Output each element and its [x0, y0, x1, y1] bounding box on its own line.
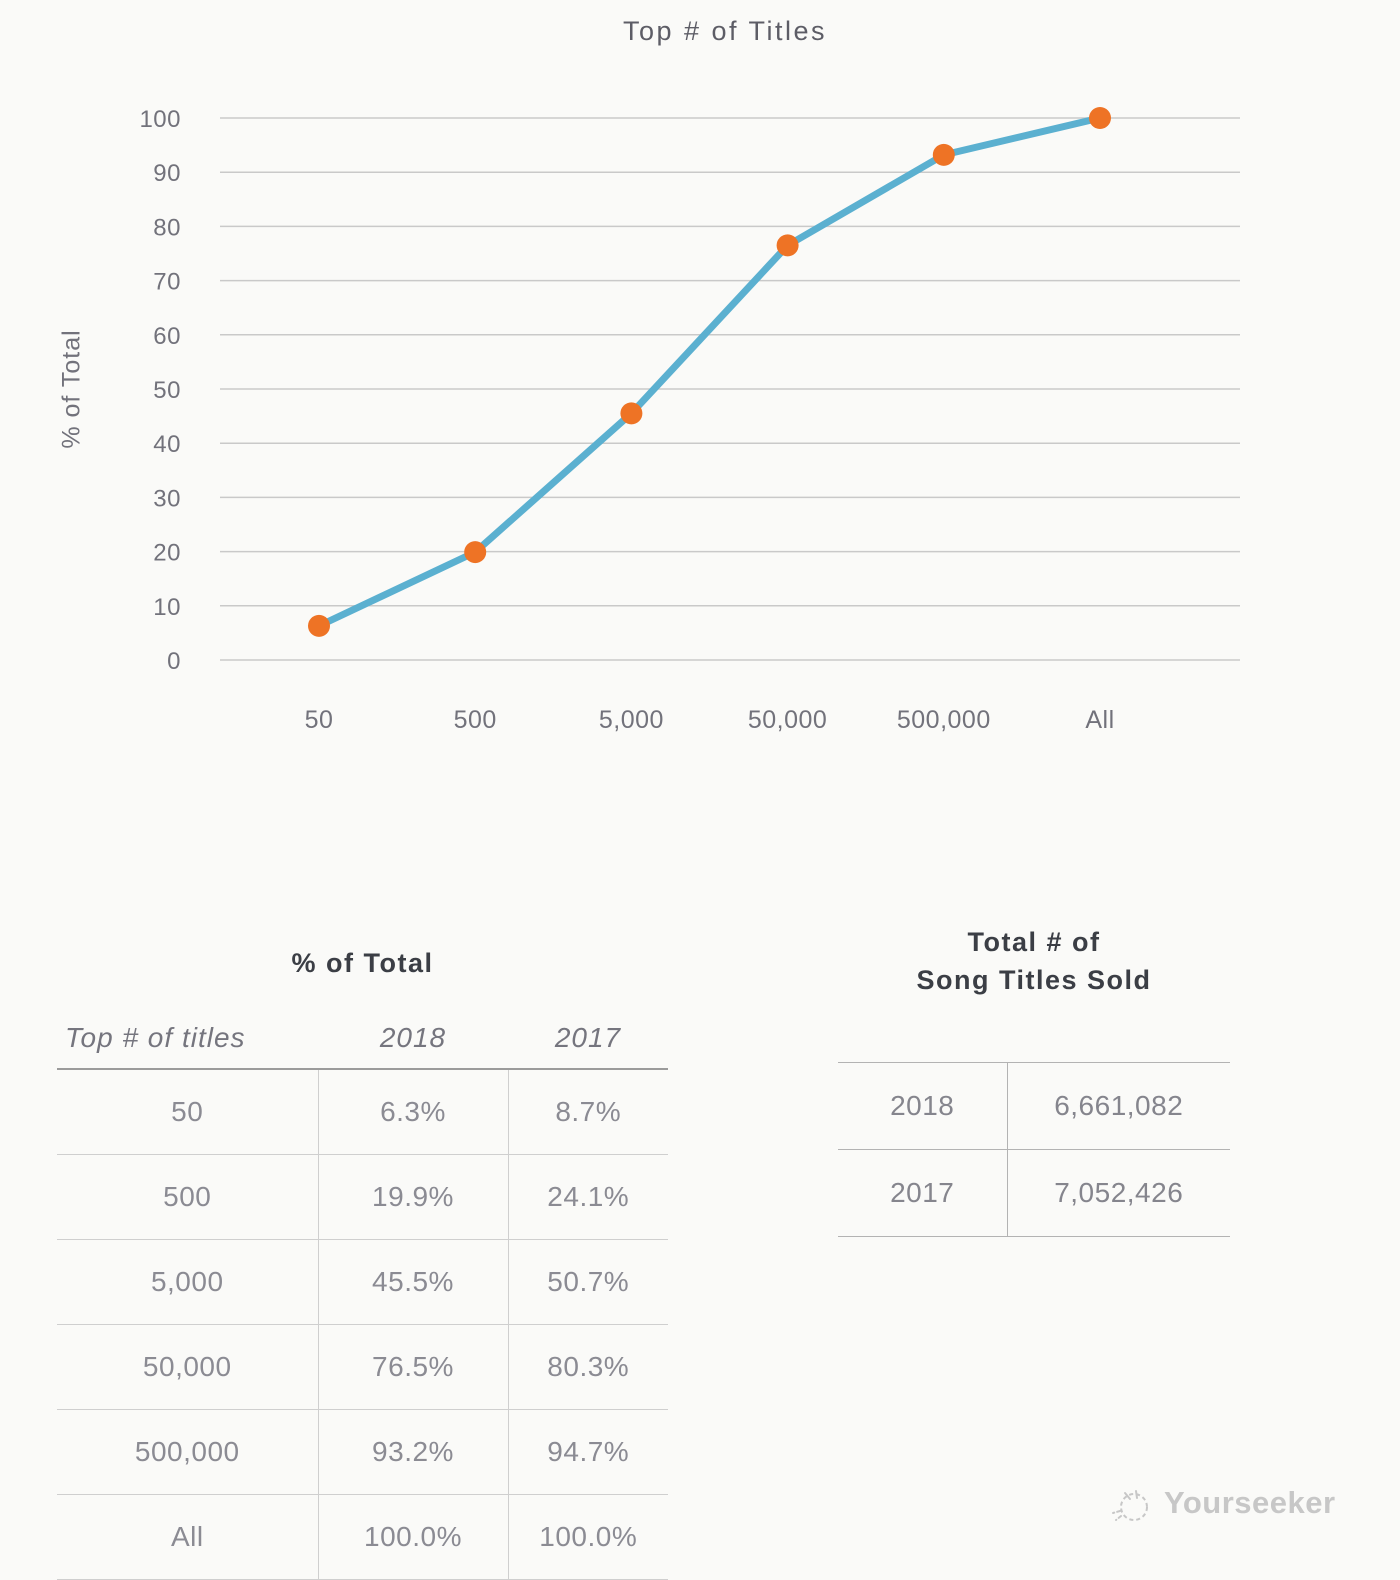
pct-table-row: 500 19.9% 24.1%: [57, 1154, 668, 1240]
x-tick-label: 50: [305, 706, 334, 734]
y-tick-label: 100: [139, 106, 181, 133]
pct-table-row: 5,000 45.5% 50.7%: [57, 1239, 668, 1325]
y-tick-label: 40: [153, 431, 181, 458]
chart-title: Top # of Titles: [622, 16, 828, 46]
pct-table-cell: 50: [57, 1069, 318, 1155]
sold-table-row: 2018 6,661,082: [838, 1062, 1230, 1150]
pct-table-cell: 500,000: [57, 1409, 318, 1495]
data-point: [1089, 107, 1111, 129]
y-tick-label: 50: [153, 377, 181, 404]
yourseeker-logo-icon: [1112, 1490, 1148, 1521]
pct-table-header-row: Top # of titles 2018 2017: [57, 1008, 668, 1070]
data-point: [776, 234, 799, 257]
x-tick-label: All: [1085, 706, 1114, 734]
pct-table-cell: 19.9%: [317, 1154, 508, 1240]
y-tick-label: 90: [153, 160, 181, 187]
pct-table-cell: 6.3%: [317, 1069, 508, 1155]
x-tick-label: 500: [454, 706, 497, 734]
pct-table-cell: 500: [57, 1154, 318, 1240]
sold-table-cell: 7,052,426: [1006, 1149, 1230, 1237]
y-tick-label: 70: [153, 269, 181, 296]
y-tick-label: 60: [153, 323, 181, 350]
pct-table-cell: 45.5%: [317, 1239, 508, 1325]
pct-table-cell: 76.5%: [317, 1324, 508, 1410]
pct-table-cell: 50.7%: [507, 1239, 668, 1325]
pct-of-total-title: % of Total: [291, 948, 434, 978]
y-tick-label: 0: [167, 648, 181, 675]
x-tick-label: 500,000: [897, 706, 991, 734]
pct-table-row: 500,000 93.2% 94.7%: [57, 1409, 668, 1495]
titles-sold-title: Total # of Song Titles Sold: [916, 927, 1152, 995]
data-point: [464, 541, 487, 564]
pct-table-cell: All: [57, 1494, 318, 1580]
y-tick-label: 30: [153, 485, 181, 512]
pct-table-cell: 24.1%: [507, 1154, 668, 1240]
x-tick-label: 50,000: [748, 706, 827, 734]
pct-table-cell: 8.7%: [507, 1069, 668, 1155]
series-line: [315, 114, 1104, 630]
data-point: [932, 143, 955, 166]
pct-table-cell: 80.3%: [507, 1324, 668, 1410]
pct-table-cell: 100.0%: [507, 1494, 668, 1580]
line-chart-canvas: 0 10 20 30 40 50 60 70 80 90 100 50 500 5,000 50,000 50…: [139, 106, 1240, 734]
data-point: [308, 614, 330, 637]
col-header-2017: 2017: [508, 1008, 668, 1070]
pct-table-row: All 100.0% 100.0%: [57, 1494, 668, 1580]
titles-sold-table: 2018 6,661,082 2017 7,052,426: [838, 1062, 1230, 1237]
pct-table-row: 50 6.3% 8.7%: [57, 1069, 668, 1155]
pct-of-total-section: % of Total Top # of titles 2018 2017 50 6…: [57, 930, 668, 1580]
sold-table-cell: 6,661,082: [1006, 1062, 1230, 1150]
watermark: Yourseeker: [1110, 1480, 1336, 1526]
sold-table-row: 2017 7,052,426: [838, 1149, 1230, 1237]
sold-table-cell: 2017: [838, 1149, 1007, 1237]
col-header-2018: 2018: [318, 1008, 508, 1070]
sold-table-cell: 2018: [838, 1062, 1007, 1150]
x-tick-label: 5,000: [599, 706, 664, 734]
pct-table-row: 50,000 76.5% 80.3%: [57, 1324, 668, 1410]
pct-table-cell: 100.0%: [317, 1494, 508, 1580]
pct-table-cell: 50,000: [57, 1324, 318, 1410]
y-tick-label: 10: [153, 594, 181, 621]
pct-table-cell: 94.7%: [507, 1409, 668, 1495]
pct-table-cell: 93.2%: [317, 1409, 508, 1495]
col-header-top-titles: Top # of titles: [57, 1008, 318, 1070]
titles-sold-section: Total # of Song Titles Sold 2018 6,661,08…: [838, 905, 1230, 1237]
watermark-label: Yourseeker: [1164, 1485, 1336, 1520]
y-tick-label: 80: [153, 214, 181, 241]
data-point: [620, 402, 643, 425]
pct-of-total-table: Top # of titles 2018 2017 50 6.3% 8.7% 500 1…: [57, 1008, 668, 1580]
pct-table-cell: 5,000: [57, 1239, 318, 1325]
y-tick-label: 20: [153, 540, 181, 567]
